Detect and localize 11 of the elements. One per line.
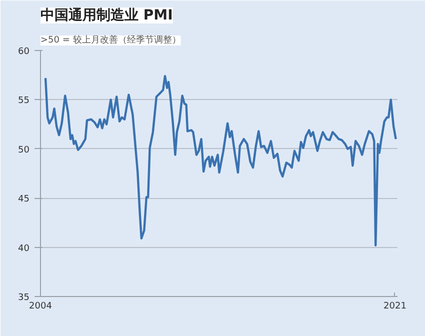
chart-subtitle: >50 = 较上月改善（经季节调整） xyxy=(40,34,181,46)
y-tick-label: 50 xyxy=(18,145,30,156)
y-tick-label: 55 xyxy=(18,96,30,106)
y-tick-label: 45 xyxy=(18,194,30,205)
chart-title: 中国通用制造业 PMI xyxy=(40,6,173,24)
line-series xyxy=(44,74,397,246)
y-tick-label: 40 xyxy=(18,244,30,254)
x-tick-label: 2004 xyxy=(29,302,52,312)
y-tick-label: 35 xyxy=(18,293,30,303)
x-tick-label: 2021 xyxy=(384,302,406,312)
y-tick-label: 60 xyxy=(18,47,30,57)
